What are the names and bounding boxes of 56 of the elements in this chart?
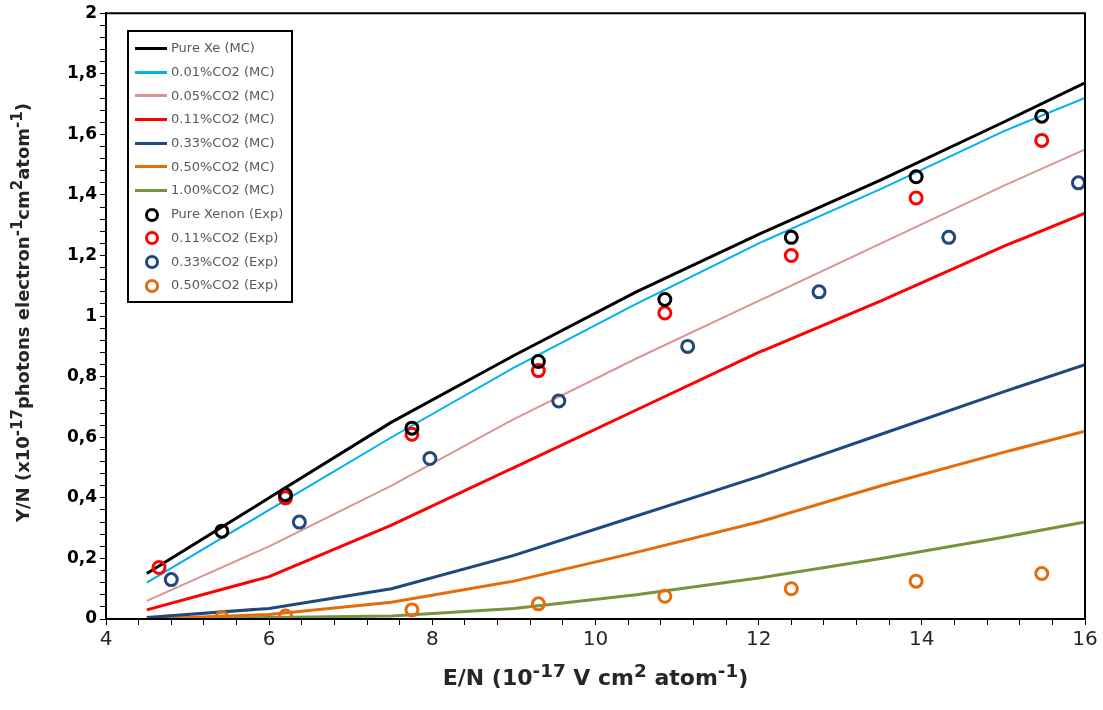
y-tick-label: 0,8: [66, 365, 97, 386]
point: [422, 450, 438, 466]
point: [680, 338, 696, 354]
point: [214, 523, 230, 539]
x-tick-label: 16: [1072, 626, 1098, 651]
y-tick-label: 0,6: [66, 425, 97, 446]
point: [151, 560, 167, 576]
point: [1034, 132, 1050, 148]
legend-label: 0.11%CO2 (Exp): [171, 229, 279, 245]
legend-label: 0.50%CO2 (Exp): [171, 277, 279, 293]
point: [291, 514, 307, 530]
point: [908, 169, 924, 185]
y-tick-label: 0,4: [66, 486, 98, 507]
y-tick-label: 1,4: [66, 183, 98, 204]
x-tick-label: 4: [99, 626, 113, 651]
point: [551, 393, 567, 409]
x-tick-label: 6: [262, 626, 276, 651]
y-tick-label: 1,2: [66, 243, 97, 264]
x-tick-label: 8: [425, 626, 439, 651]
point: [1034, 566, 1050, 582]
legend-label: 0.11%CO2 (MC): [171, 111, 275, 127]
point: [783, 229, 799, 245]
point: [783, 248, 799, 264]
point: [530, 354, 546, 370]
point: [811, 284, 827, 300]
point: [657, 291, 673, 307]
y-tick-label: 1,6: [66, 122, 97, 143]
legend-label: 0.50%CO2 (MC): [171, 158, 275, 174]
point: [404, 420, 420, 436]
x-tick-label: 14: [909, 626, 935, 651]
point: [657, 305, 673, 321]
y-tick-label: 1: [85, 304, 97, 325]
point: [1034, 108, 1050, 124]
legend-label: 1.00%CO2 (MC): [171, 182, 275, 198]
x-tick-label: 10: [582, 626, 609, 651]
point: [530, 596, 546, 612]
legend-label: 0.05%CO2 (MC): [171, 87, 275, 103]
y-tick-label: 0: [85, 607, 98, 628]
point: [163, 572, 179, 588]
legend-label: 0.33%CO2 (MC): [171, 135, 275, 151]
point: [908, 190, 924, 206]
y-tick-label: 0,2: [66, 546, 97, 567]
y-tick-label: 2: [85, 1, 97, 22]
point: [941, 229, 957, 245]
x-axis-title: E/N (10$^{-17}$ V cm$^{2}$ atom$^{-1}$): [441, 660, 750, 691]
legend-label: Pure Xenon (Exp): [171, 206, 284, 222]
point: [657, 588, 673, 604]
legend-label: 0.01%CO2 (MC): [171, 64, 275, 80]
point: [908, 573, 924, 589]
y-tick-label: 1,8: [66, 62, 97, 83]
point: [404, 602, 420, 618]
legend-label: Pure Xe (MC): [171, 40, 255, 56]
point: [783, 581, 799, 597]
point: [1070, 175, 1085, 191]
x-tick-label: 12: [745, 626, 772, 651]
legend-label: 0.33%CO2 (Exp): [171, 253, 279, 269]
